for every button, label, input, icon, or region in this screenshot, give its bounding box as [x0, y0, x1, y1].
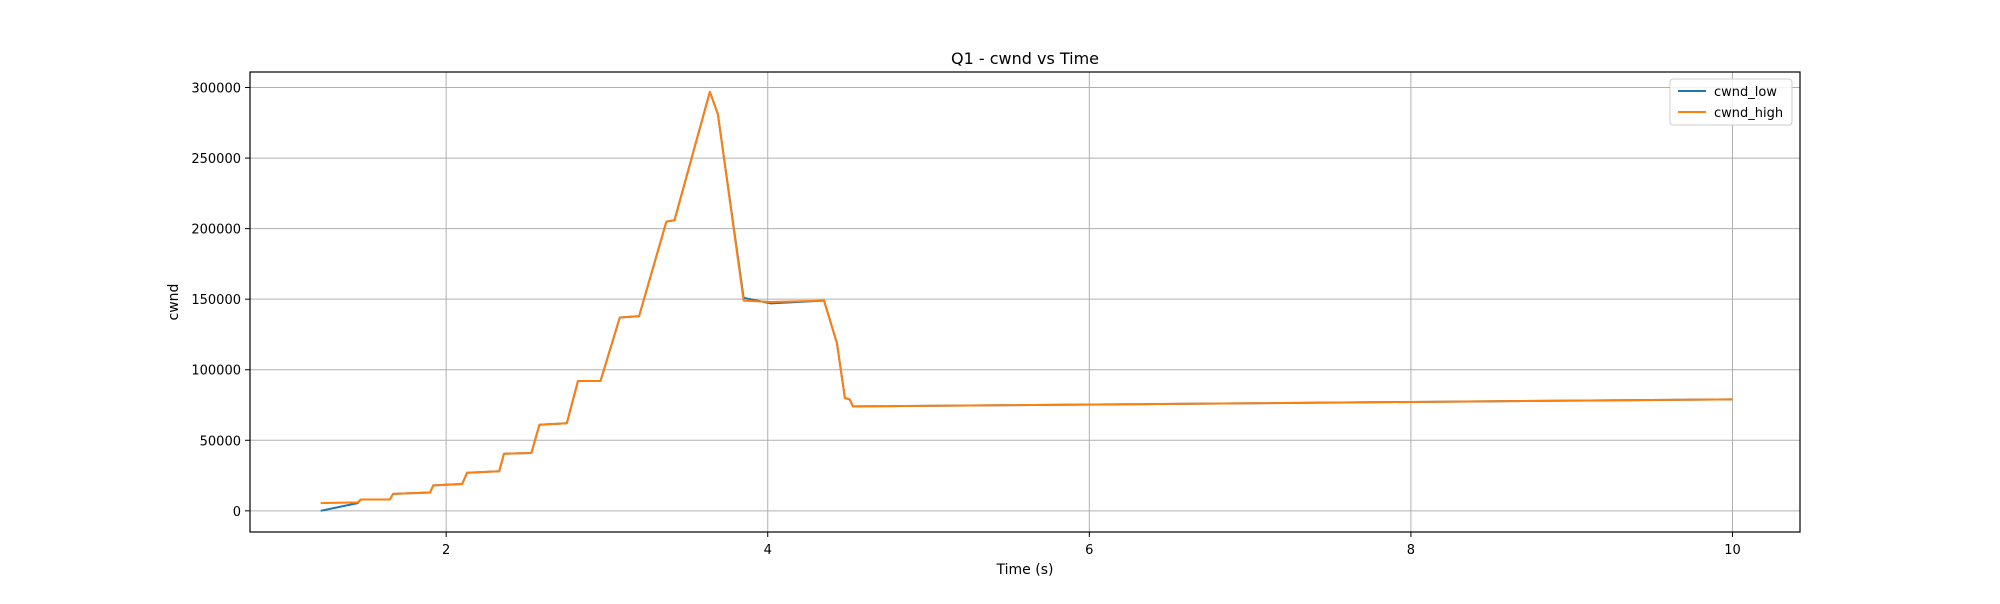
y-axis-ticks: 0 50000 100000 150000 200000 250000 300000: [191, 82, 250, 520]
x-tick-label: 8: [1407, 543, 1415, 558]
grid-lines: [250, 72, 1800, 532]
y-axis-label: cwnd: [166, 284, 182, 321]
chart-title: Q1 - cwnd vs Time: [951, 49, 1099, 68]
x-tick-label: 2: [442, 543, 450, 558]
x-tick-label: 4: [764, 543, 772, 558]
y-tick-label: 50000: [200, 434, 241, 449]
legend: cwnd_low cwnd_high: [1669, 78, 1793, 126]
y-tick-label: 250000: [191, 152, 241, 167]
y-tick-label: 300000: [191, 82, 241, 97]
y-tick-label: 150000: [191, 293, 241, 308]
x-axis-label: Time (s): [996, 562, 1054, 578]
y-tick-label: 100000: [191, 364, 241, 379]
x-tick-label: 10: [1724, 543, 1741, 558]
legend-label-cwnd-low: cwnd_low: [1714, 85, 1777, 100]
x-tick-label: 6: [1085, 543, 1093, 558]
series-layer: [320, 90, 1733, 512]
y-tick-label: 0: [233, 505, 241, 520]
axes-frame: [249, 71, 1801, 533]
x-axis-ticks: 2 4 6 8 10: [442, 532, 1741, 558]
legend-label-cwnd-high: cwnd_high: [1714, 106, 1783, 121]
series-line-cwnd-high: [320, 90, 1733, 505]
plot-area: [250, 72, 1800, 532]
y-tick-label: 200000: [191, 223, 241, 238]
